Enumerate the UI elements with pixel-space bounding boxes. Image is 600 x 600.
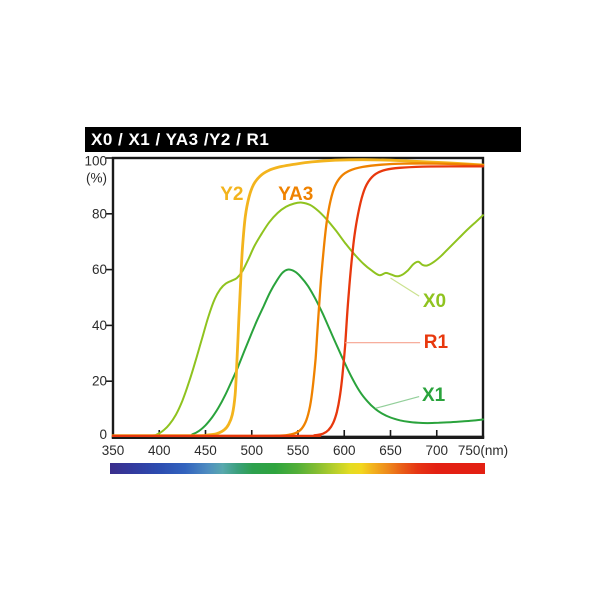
x-tick-label: 350	[102, 443, 125, 458]
curve-X0	[112, 201, 484, 437]
curve-R1	[111, 165, 485, 438]
y-tick-label: 20	[92, 374, 107, 389]
y-tick-label: 100	[84, 154, 107, 169]
chart-title-bar: X0 / X1 / YA3 /Y2 / R1	[85, 127, 521, 152]
y-tick-label: 40	[92, 318, 107, 333]
curve-Y2	[111, 158, 485, 438]
chart-title: X0 / X1 / YA3 /Y2 / R1	[91, 129, 270, 149]
x-tick-label: 700	[425, 443, 448, 458]
curve-X1	[112, 268, 484, 437]
x-tick-label: 750(nm)	[458, 443, 508, 458]
curve-label-R1: R1	[424, 332, 449, 353]
curve-label-Y2: Y2	[220, 184, 243, 205]
x-tick-label: 600	[333, 443, 356, 458]
y-tick-label: 60	[92, 262, 107, 277]
x-tick-label: 400	[148, 443, 171, 458]
curve-label-X0: X0	[423, 291, 446, 312]
curve-label-X1: X1	[422, 385, 446, 406]
x-tick-label: 500	[240, 443, 263, 458]
y-axis-unit-label: (%)	[86, 171, 107, 186]
y-tick-label: 80	[92, 206, 107, 221]
x-tick-label: 550	[287, 443, 310, 458]
leader-line-X1	[375, 395, 420, 409]
x-tick-label: 650	[379, 443, 402, 458]
curve-label-YA3: YA3	[278, 184, 313, 205]
x-tick-label: 450	[194, 443, 217, 458]
curve-YA3	[111, 162, 485, 438]
leader-line-X0	[390, 277, 420, 297]
y-tick-label: 0	[99, 427, 107, 442]
spectrum-color-bar	[110, 463, 485, 474]
